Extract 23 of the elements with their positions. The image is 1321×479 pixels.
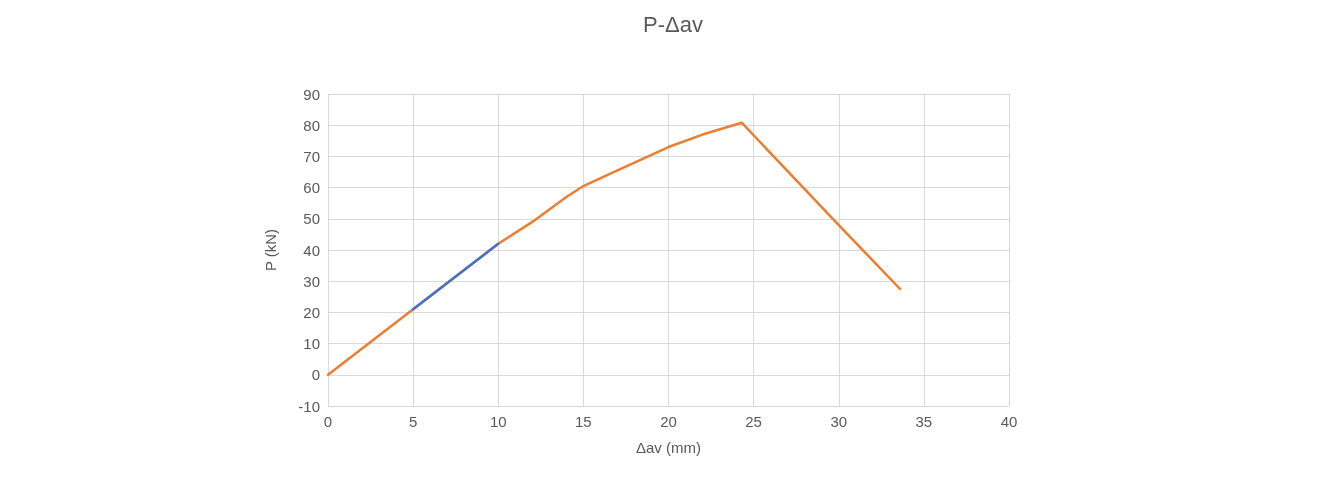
chart-title: P-Δav — [643, 11, 703, 37]
x-tick-label: 5 — [408, 413, 418, 430]
y-tick-label: 60 — [303, 179, 320, 197]
y-axis-title: P (kN) — [262, 228, 279, 272]
y-tick-label: 30 — [303, 272, 320, 290]
y-tick-label: 0 — [311, 366, 320, 384]
y-tick-label: 40 — [303, 241, 320, 259]
x-tick-label: 20 — [660, 413, 677, 430]
x-tick-label: 15 — [575, 413, 592, 430]
x-tick-label: 40 — [1000, 413, 1018, 430]
x-tick-label: 10 — [489, 413, 507, 430]
x-tick-label: 35 — [915, 413, 933, 430]
x-tick-label: 0 — [323, 413, 333, 430]
x-tick-label: 30 — [830, 413, 848, 430]
y-tick-label: 50 — [303, 210, 320, 228]
y-tick-label: -10 — [298, 397, 320, 415]
x-axis-title: Δav (mm) — [635, 439, 702, 456]
y-tick-label: 70 — [303, 147, 320, 165]
y-tick-label: 20 — [303, 303, 320, 321]
y-tick-label: 80 — [303, 116, 320, 134]
y-tick-label: 10 — [303, 335, 320, 353]
y-tick-label: 90 — [303, 85, 320, 103]
x-tick-label: 25 — [745, 413, 762, 430]
